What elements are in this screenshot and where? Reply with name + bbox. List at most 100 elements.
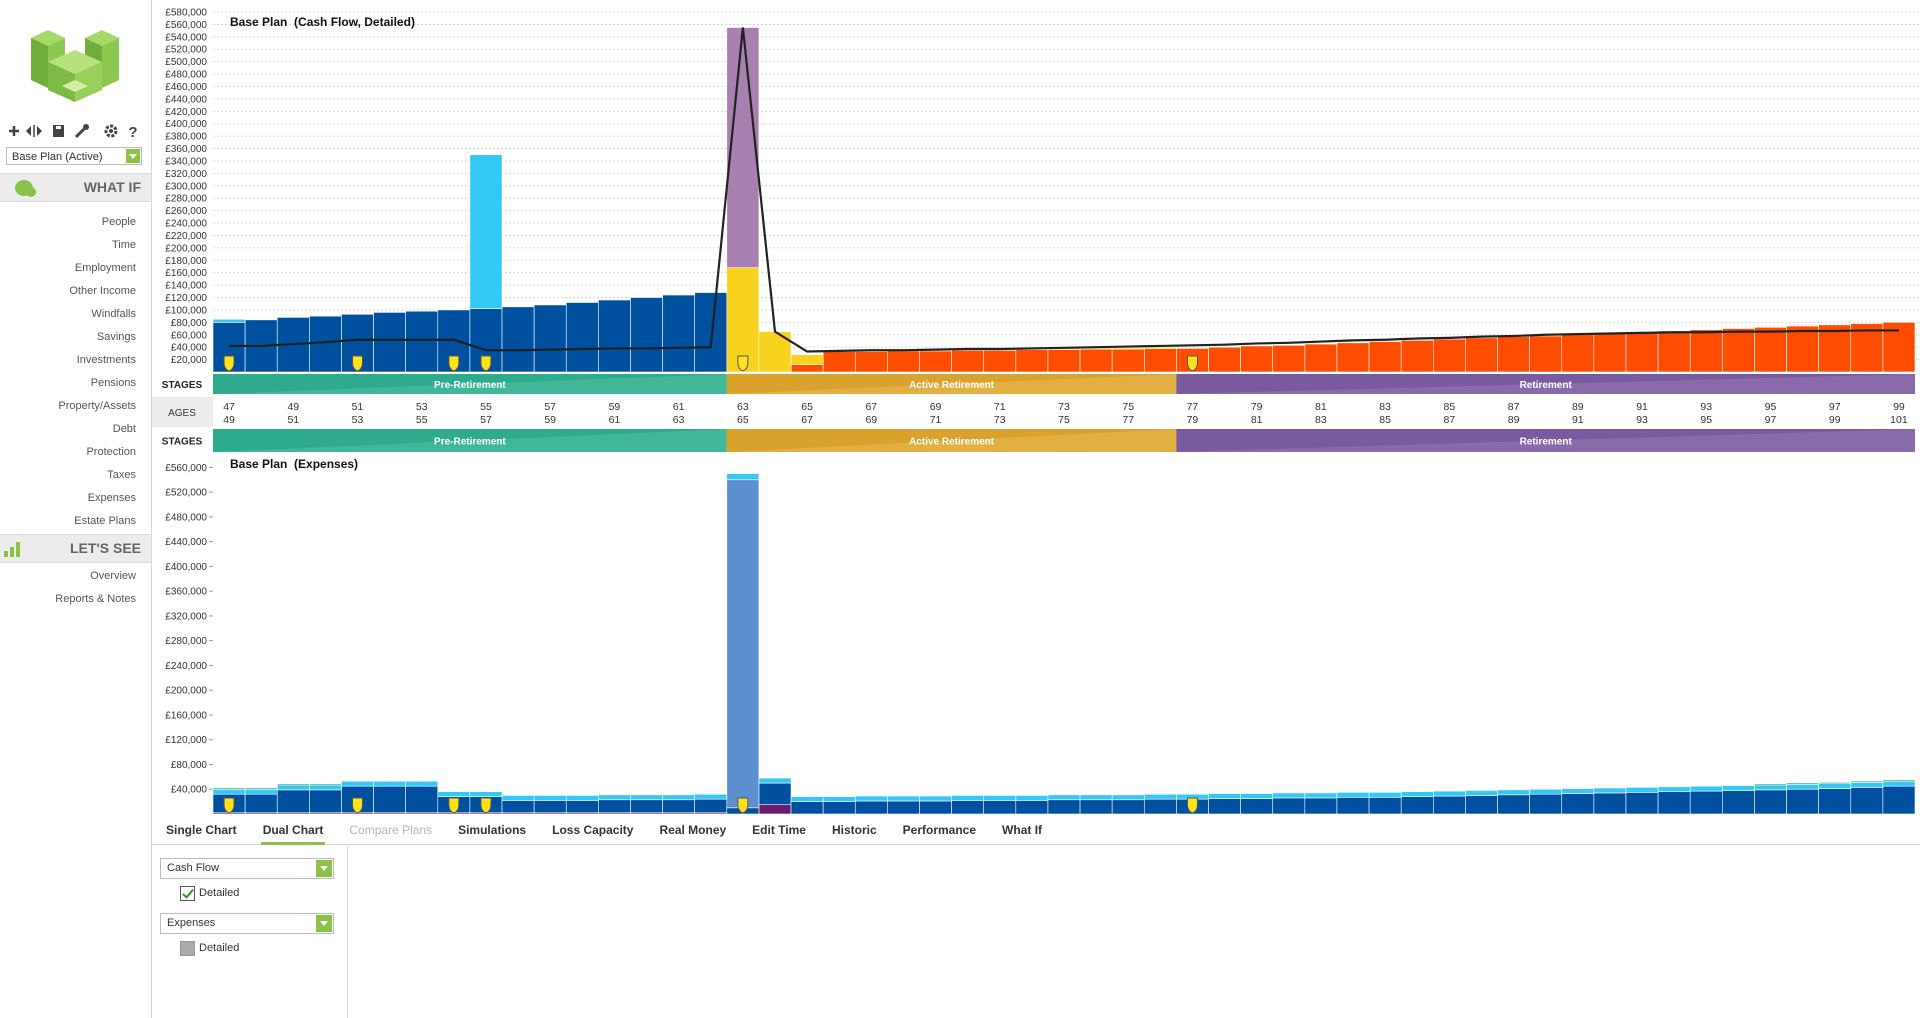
detail-option[interactable]: Detailed <box>180 940 239 956</box>
y-tick-label: £380,000 <box>165 132 207 143</box>
nav-item[interactable]: Overview <box>90 570 136 582</box>
checkbox[interactable] <box>180 885 195 901</box>
tab[interactable]: What If <box>1002 823 1043 837</box>
event-marker[interactable] <box>448 355 460 372</box>
age-label: 61 <box>673 401 685 413</box>
sidebar: ? Base Plan (Active) WHAT IF People Time E… <box>0 0 152 1018</box>
bar-segment <box>887 350 920 373</box>
nav-item[interactable]: Expenses <box>87 492 136 504</box>
bar-segment <box>1047 794 1081 801</box>
bar-segment <box>1015 800 1049 815</box>
age-label: 97 <box>1765 414 1777 426</box>
event-marker[interactable] <box>737 355 749 372</box>
bar-segment <box>1657 330 1691 373</box>
age-label: 51 <box>352 401 364 413</box>
nav-item[interactable]: People <box>101 216 136 228</box>
nav-item[interactable]: Estate Plans <box>74 515 136 527</box>
chart-select[interactable]: Expenses <box>160 913 334 934</box>
bar-segment <box>662 799 695 814</box>
bar-segment <box>1818 782 1852 784</box>
bar-segment <box>1304 797 1338 815</box>
tab[interactable]: Simulations <box>458 823 527 837</box>
bar-segment <box>437 791 471 797</box>
bar-segment <box>919 795 952 802</box>
age-label: 99 <box>1893 401 1905 413</box>
event-marker[interactable] <box>1186 355 1198 372</box>
bar-segment <box>598 794 631 801</box>
stage-name: Retirement <box>1520 380 1573 391</box>
event-marker[interactable] <box>448 797 460 814</box>
nav-item[interactable]: Property/Assets <box>58 400 136 412</box>
dropdown-arrow[interactable] <box>316 915 332 932</box>
bar-segment <box>1689 785 1723 792</box>
bar-segment <box>1786 783 1819 790</box>
bar-segment <box>598 799 631 814</box>
bar-segment <box>887 795 920 802</box>
event-marker[interactable] <box>223 797 235 814</box>
bar-segment <box>1754 783 1787 786</box>
nav-item[interactable]: Other Income <box>69 285 136 297</box>
y-tick-label: £160,000 <box>165 268 207 279</box>
tab[interactable]: Performance <box>902 823 977 837</box>
tab[interactable]: Real Money <box>659 823 727 837</box>
bar-segment <box>1786 782 1819 785</box>
bar-segment <box>951 800 985 815</box>
nav-item[interactable]: Reports & Notes <box>55 593 136 605</box>
nav-item[interactable]: Debt <box>112 423 136 435</box>
nav-item[interactable]: Employment <box>74 262 136 274</box>
nav-item[interactable]: Windfalls <box>91 308 136 320</box>
bar-segment <box>726 27 760 269</box>
bar-segment <box>1625 792 1659 815</box>
tab[interactable]: Historic <box>831 823 877 837</box>
toolbar[interactable]: ? <box>9 124 138 140</box>
tab[interactable]: Single Chart <box>166 823 237 837</box>
y-tick-label: £440,000 <box>165 94 207 105</box>
bar-segment <box>790 801 824 815</box>
y-tick-label: £320,000 <box>165 169 207 180</box>
bar-segment <box>1497 336 1530 373</box>
nav-item[interactable]: Time <box>111 239 136 251</box>
dropdown-arrow[interactable] <box>126 149 140 163</box>
bar-segment <box>1689 790 1723 815</box>
event-marker[interactable] <box>352 355 364 372</box>
dropdown-arrow[interactable] <box>316 860 332 877</box>
plan-select[interactable]: Base Plan (Active) <box>6 147 142 165</box>
event-marker[interactable] <box>352 797 364 814</box>
age-label: 59 <box>544 414 556 426</box>
event-marker[interactable] <box>737 797 749 814</box>
nav-item[interactable]: Protection <box>86 446 136 458</box>
y-tick-label: £260,000 <box>165 206 207 217</box>
event-marker[interactable] <box>1186 797 1198 814</box>
stage-label: STAGES <box>162 380 203 391</box>
tab[interactable]: Loss Capacity <box>552 823 634 837</box>
chart-options: Cash Flow Detailed Expenses Detailed <box>152 846 348 1018</box>
bar-segment <box>919 800 952 815</box>
age-label: 73 <box>994 414 1006 426</box>
bar-segment <box>405 785 439 814</box>
bar-segment <box>887 800 920 815</box>
stage-name: Active Retirement <box>909 380 995 391</box>
nav-item[interactable]: Pensions <box>90 377 136 389</box>
tab[interactable]: Edit Time <box>752 823 806 837</box>
detail-option[interactable]: Detailed <box>180 885 239 901</box>
checkbox-label: Detailed <box>199 887 240 899</box>
lets-see-icon <box>4 542 20 557</box>
age-label: 89 <box>1508 414 1520 426</box>
age-label: 81 <box>1251 414 1263 426</box>
event-marker[interactable] <box>480 355 492 372</box>
bar-segment <box>565 800 599 814</box>
nav-item[interactable]: Savings <box>96 331 136 343</box>
y-tick-label: £340,000 <box>165 156 207 167</box>
chart-select[interactable]: Cash Flow <box>160 858 334 879</box>
nav-item[interactable]: Investments <box>76 354 136 366</box>
checkbox[interactable] <box>180 940 195 956</box>
y-tick-label: £60,000 <box>171 330 208 341</box>
stage-label-bg <box>152 429 213 452</box>
tab[interactable]: Dual Chart <box>260 818 326 845</box>
bar-segment <box>1465 337 1498 373</box>
event-marker[interactable] <box>223 355 235 372</box>
event-marker[interactable] <box>480 797 492 814</box>
y-tick-label: £140,000 <box>165 281 207 292</box>
nav-item[interactable]: Taxes <box>107 469 136 481</box>
